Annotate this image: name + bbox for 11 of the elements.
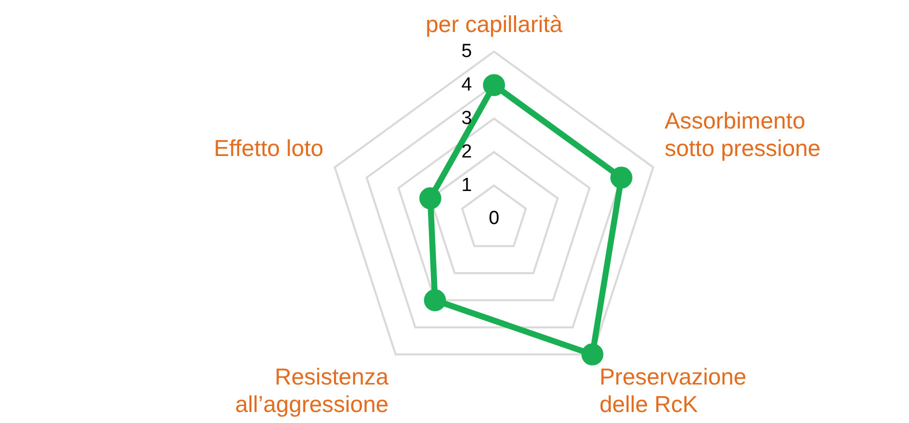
spoke-label: per capillarità — [426, 11, 563, 38]
y-tick-label: 4 — [461, 74, 472, 96]
spoke-label: Preservazione delle RcK — [599, 363, 746, 417]
spoke-label: Assorbimento sotto pressione — [664, 108, 821, 162]
y-tick-label: 3 — [461, 108, 472, 129]
y-tick-label: 5 — [461, 40, 472, 62]
y-tick-label: 1 — [461, 174, 472, 196]
y-tick-label: 2 — [461, 141, 472, 162]
spoke-label: Effetto loto — [214, 135, 324, 162]
y-tick-label: 0 — [488, 208, 500, 230]
spoke-label: Resistenza all’aggressione — [235, 363, 389, 417]
